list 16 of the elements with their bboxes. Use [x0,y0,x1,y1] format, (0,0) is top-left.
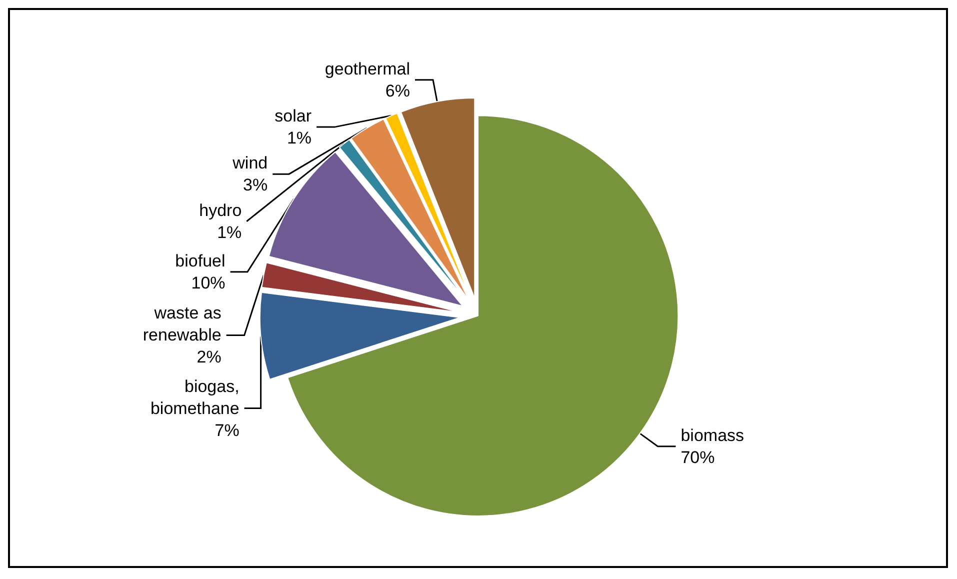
slice-label: hydro [199,200,242,220]
data-label: 3% [243,176,268,195]
slice-label: wind [232,154,268,173]
slice-label: biofuel [175,251,226,270]
data-label: 70% [680,448,715,467]
data-label: 7% [214,420,240,440]
data-label: 1% [286,128,312,148]
slice-label: geothermal [324,59,410,78]
slice-label: solar [274,106,312,126]
data-label: 1% [217,222,242,242]
slice-label: waste as renewable [142,304,222,345]
data-label: 6% [385,81,410,100]
slice-label: biomass [680,426,744,445]
slice-label: biogas, biomethane [150,376,240,418]
data-label: 10% [191,273,226,292]
data-label: 2% [196,348,222,367]
